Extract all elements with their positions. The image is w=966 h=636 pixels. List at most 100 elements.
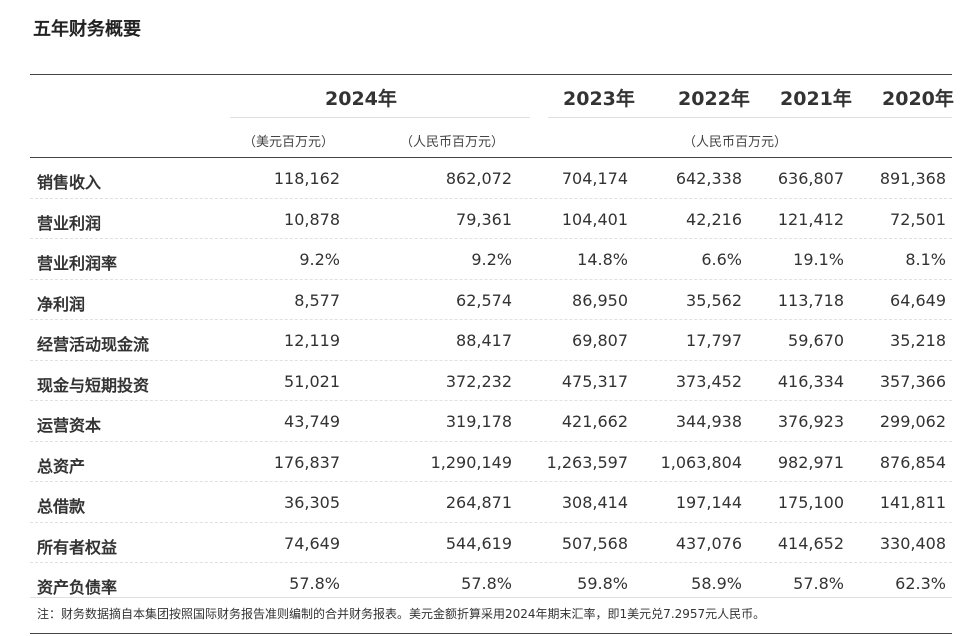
year-header-2023: 2023年 (563, 88, 635, 110)
cell-2022: 35,562 (686, 290, 742, 310)
cell-2023: 704,174 (561, 169, 628, 188)
unit-separator-2024 (230, 117, 530, 119)
row-label: 总借款 (37, 497, 86, 516)
cell-2024-usd: 176,837 (273, 452, 340, 472)
row-label: 运营资本 (37, 416, 102, 435)
cell-2024-rmb: 544,619 (445, 533, 512, 553)
row-label: 净利润 (37, 294, 86, 314)
table-row: 现金与短期投资 51,021 372,232 475,317 373,452 4… (30, 361, 952, 401)
year-header-2021: 2021年 (780, 88, 852, 110)
cell-2024-rmb: 62,574 (456, 290, 512, 310)
table-row: 营业利润率 9.2% 9.2% 14.8% 6.6% 19.1% 8.1% (30, 239, 952, 280)
table-body: 销售收入 118,162 862,072 704,174 642,338 636… (30, 158, 952, 603)
cell-2024-usd: 74,649 (284, 533, 340, 553)
row-label: 现金与短期投资 (37, 375, 150, 395)
cell-2021: 57.8% (793, 574, 844, 593)
cell-2021: 113,718 (777, 290, 844, 310)
cell-2023: 69,807 (572, 331, 628, 350)
table-top-rule (30, 74, 952, 75)
cell-2022: 6.6% (701, 250, 742, 269)
year-header-2020: 2020年 (882, 88, 954, 110)
cell-2024-usd: 36,305 (284, 493, 340, 512)
cell-2020: 876,854 (879, 452, 946, 472)
cell-2022: 17,797 (686, 331, 742, 350)
cell-2024-rmb: 319,178 (445, 412, 512, 431)
cell-2024-rmb: 372,232 (445, 371, 512, 391)
unit-separator-other (548, 117, 952, 119)
cell-2021: 982,971 (777, 452, 844, 472)
table-row: 总借款 36,305 264,871 308,414 197,144 175,1… (30, 482, 952, 523)
cell-2024-rmb: 79,361 (456, 209, 512, 229)
cell-2021: 636,807 (777, 169, 844, 188)
year-header-2022: 2022年 (678, 88, 750, 110)
cell-2024-usd: 10,878 (284, 209, 340, 229)
cell-2024-usd: 118,162 (273, 169, 340, 188)
table-row: 经营活动现金流 12,119 88,417 69,807 17,797 59,6… (30, 320, 952, 361)
table-row: 运营资本 43,749 319,178 421,662 344,938 376,… (30, 401, 952, 442)
cell-2022: 373,452 (675, 371, 742, 391)
row-label: 营业利润率 (37, 254, 118, 273)
cell-2022: 58.9% (691, 574, 742, 593)
cell-2020: 357,366 (879, 371, 946, 391)
note-separator (30, 597, 952, 598)
unit-header-rmb-other: （人民币百万元） (683, 135, 788, 150)
cell-2024-usd: 51,021 (284, 371, 340, 391)
row-label: 营业利润 (37, 213, 102, 233)
table-row: 总资产 176,837 1,290,149 1,263,597 1,063,80… (30, 442, 952, 482)
cell-2022: 437,076 (675, 533, 742, 553)
page-title: 五年财务概要 (33, 19, 141, 40)
cell-2024-usd: 43,749 (284, 412, 340, 431)
cell-2023: 104,401 (561, 209, 628, 229)
cell-2023: 421,662 (561, 412, 628, 431)
table-row: 所有者权益 74,649 544,619 507,568 437,076 414… (30, 523, 952, 563)
cell-2024-rmb: 1,290,149 (430, 452, 512, 472)
row-label: 总资产 (37, 456, 86, 476)
cell-2024-usd: 9.2% (299, 250, 340, 269)
unit-header-usd: （美元百万元） (243, 135, 335, 150)
cell-2023: 475,317 (561, 371, 628, 391)
cell-2024-rmb: 88,417 (456, 331, 512, 350)
footnote: 注：财务数据摘自本集团按照国际财务报告准则编制的合并财务报表。美元金额折算采用2… (37, 607, 766, 621)
cell-2024-rmb: 9.2% (471, 250, 512, 269)
cell-2022: 42,216 (686, 209, 742, 229)
row-label: 经营活动现金流 (37, 335, 150, 354)
cell-2023: 86,950 (572, 290, 628, 310)
cell-2021: 19.1% (793, 250, 844, 269)
table-row: 净利润 8,577 62,574 86,950 35,562 113,718 6… (30, 280, 952, 320)
cell-2022: 642,338 (675, 169, 742, 188)
row-label: 所有者权益 (37, 537, 118, 557)
cell-2020: 72,501 (890, 209, 946, 229)
table-row: 资产负债率 57.8% 57.8% 59.8% 58.9% 57.8% 62.3… (30, 563, 952, 603)
cell-2020: 299,062 (879, 412, 946, 431)
cell-2024-rmb: 264,871 (445, 493, 512, 512)
cell-2023: 1,263,597 (546, 452, 628, 472)
table-row: 销售收入 118,162 862,072 704,174 642,338 636… (30, 158, 952, 199)
cell-2023: 14.8% (577, 250, 628, 269)
cell-2024-usd: 8,577 (294, 290, 340, 310)
cell-2021: 59,670 (788, 331, 844, 350)
cell-2024-rmb: 57.8% (461, 574, 512, 593)
row-label: 资产负债率 (37, 578, 118, 597)
year-header-2024: 2024年 (325, 88, 397, 110)
cell-2021: 414,652 (777, 533, 844, 553)
table-bottom-rule (30, 633, 952, 634)
cell-2021: 376,923 (777, 412, 844, 431)
cell-2020: 35,218 (890, 331, 946, 350)
unit-header-rmb-2024: （人民币百万元） (400, 135, 505, 150)
cell-2024-usd: 12,119 (284, 331, 340, 350)
cell-2022: 344,938 (675, 412, 742, 431)
table-header-rule (30, 157, 952, 158)
cell-2024-rmb: 862,072 (445, 169, 512, 188)
cell-2020: 8.1% (905, 250, 946, 269)
cell-2020: 330,408 (879, 533, 946, 553)
cell-2020: 891,368 (879, 169, 946, 188)
cell-2024-usd: 57.8% (289, 574, 340, 593)
cell-2020: 141,811 (879, 493, 946, 512)
cell-2021: 121,412 (777, 209, 844, 229)
cell-2023: 308,414 (561, 493, 628, 512)
cell-2023: 59.8% (577, 574, 628, 593)
cell-2020: 64,649 (890, 290, 946, 310)
cell-2022: 197,144 (675, 493, 742, 512)
table-row: 营业利润 10,878 79,361 104,401 42,216 121,41… (30, 199, 952, 239)
cell-2021: 416,334 (777, 371, 844, 391)
